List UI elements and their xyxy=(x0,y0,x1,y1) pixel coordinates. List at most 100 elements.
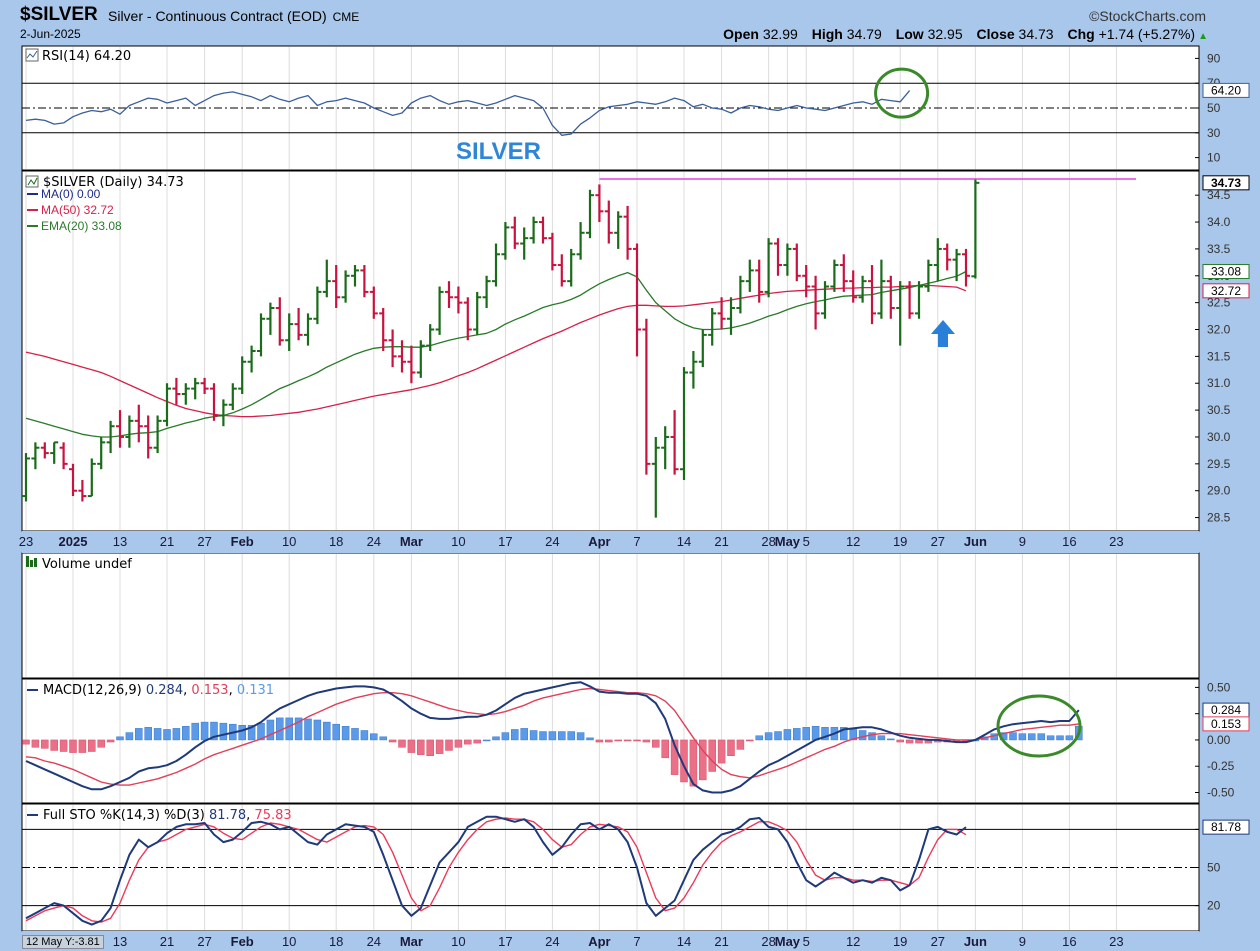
price-legend-icon-line xyxy=(27,177,38,186)
x-axis-band xyxy=(22,531,1199,553)
chg-label: Chg xyxy=(1067,26,1095,42)
symbol: $SILVER xyxy=(20,4,98,25)
x-tick-label: 23 xyxy=(1109,934,1123,949)
ohlc-bar xyxy=(755,259,764,303)
x-tick-label: 21 xyxy=(714,534,728,549)
macd-histogram-bar xyxy=(163,729,171,741)
macd-histogram-bar xyxy=(473,739,481,744)
ohlc-bar xyxy=(736,275,745,314)
ma-legend-1: MA(0) 0.00 xyxy=(41,187,101,201)
rsi-tick-label: 50 xyxy=(1207,101,1221,115)
ohlc-bar xyxy=(313,286,322,325)
price-tick-label: 34.0 xyxy=(1207,215,1231,229)
macd-histogram-bar xyxy=(22,739,30,745)
x-tick-label: 12 xyxy=(846,534,860,549)
ohlc-bar xyxy=(322,259,331,298)
x-tick-label: Mar xyxy=(400,934,423,949)
ohlc-bar xyxy=(238,356,247,394)
macd-tick-label: -0.25 xyxy=(1207,759,1235,773)
volume-icon xyxy=(26,556,29,567)
ohlc-bar xyxy=(78,479,87,502)
x-tick-label: 27 xyxy=(931,934,945,949)
macd-histogram-bar xyxy=(1046,735,1055,741)
ohlc-bar xyxy=(896,281,905,346)
volume-legend: Volume undef xyxy=(42,557,132,572)
x-tick-label: 13 xyxy=(113,534,127,549)
macd-hist-value: 0.131 xyxy=(237,683,274,698)
ohlc-bar xyxy=(858,275,867,303)
macd-histogram-bar xyxy=(78,739,87,753)
ohlc-bar xyxy=(595,184,604,223)
price-tick-label: 30.5 xyxy=(1207,403,1231,417)
ohlc-bar xyxy=(529,216,538,244)
macd-histogram-bar xyxy=(41,739,49,749)
x-axis-band-bottom xyxy=(22,931,1199,951)
ohlc-bar xyxy=(134,404,143,443)
macd-histogram-bar xyxy=(200,721,209,741)
high-value: 34.79 xyxy=(846,26,882,42)
price-tick-label: 31.5 xyxy=(1207,349,1231,363)
macd-histogram-bar xyxy=(323,721,331,741)
up-arrow-icon xyxy=(931,320,955,347)
ohlc-summary: Open 32.99 High 34.79 Low 32.95 Close 34… xyxy=(713,26,1208,42)
ohlc-bar xyxy=(764,238,773,298)
ohlc-bar xyxy=(915,281,923,319)
description-text: Silver - Continuous Contract (EOD) xyxy=(108,8,327,24)
x-tick-label: 10 xyxy=(451,934,465,949)
macd-histogram-bar xyxy=(435,739,444,754)
sto-tick-label: 20 xyxy=(1207,899,1221,913)
close-label: Close xyxy=(976,26,1015,42)
ohlc-bar xyxy=(962,248,970,287)
sto-tick-label: 50 xyxy=(1207,861,1221,875)
macd-histogram-bar xyxy=(417,739,425,755)
chart-date: 2-Jun-2025 xyxy=(20,27,81,41)
macd-histogram-bar xyxy=(670,739,679,775)
macd-histogram-bar xyxy=(106,739,115,743)
macd-histogram-bar xyxy=(614,739,622,742)
open-label: Open xyxy=(723,26,759,42)
brand-logo: ©StockCharts.com xyxy=(1089,8,1206,24)
ohlc-bar xyxy=(520,227,529,260)
rsi-highlight-circle xyxy=(874,67,930,119)
rsi-value-tag-label: 64.20 xyxy=(1211,83,1241,97)
ohlc-bar xyxy=(31,442,40,470)
x-tick-label: Feb xyxy=(231,934,254,949)
macd-line xyxy=(25,681,1080,794)
rsi-line xyxy=(25,90,911,136)
macd-histogram-bar xyxy=(783,729,792,741)
ohlc-bar xyxy=(416,340,425,378)
ohlc-bar xyxy=(22,453,30,502)
rsi-value-tag-box xyxy=(1202,82,1250,98)
ohlc-bar xyxy=(69,463,77,497)
macd-tick-label: -0.50 xyxy=(1207,785,1235,799)
ohlc-bar xyxy=(708,308,717,346)
x-tick-label: 24 xyxy=(367,934,381,949)
x-tick-label: 24 xyxy=(367,534,381,549)
ohlc-bar xyxy=(623,205,632,260)
x-tick-label: 9 xyxy=(1019,934,1026,949)
macd-histogram-bar xyxy=(1056,735,1064,741)
ohlc-bar xyxy=(153,415,162,454)
price-tick-label: 30.0 xyxy=(1207,430,1231,444)
macd-histogram-bar xyxy=(699,739,707,781)
macd-histogram-bar xyxy=(59,739,68,752)
macd-value: 0.284 xyxy=(146,683,183,698)
x-tick-label: 21 xyxy=(160,934,174,949)
macd-histogram-bar xyxy=(689,739,698,787)
panel-price xyxy=(21,170,1200,532)
close-value: 34.73 xyxy=(1018,26,1054,42)
x-tick-label: 14 xyxy=(677,934,691,949)
macd-histogram-bar xyxy=(774,731,782,741)
macd-histogram-bar xyxy=(793,728,801,741)
x-tick-label: 5 xyxy=(803,934,810,949)
price-tick-label: 34.5 xyxy=(1207,188,1231,202)
macd-histogram-bar xyxy=(88,739,96,752)
ema20-tag-box xyxy=(1202,263,1250,279)
ohlc-bar xyxy=(454,286,463,314)
macd-histogram-bar xyxy=(482,739,491,742)
macd-histogram-bar xyxy=(153,728,162,741)
description: Silver - Continuous Contract (EOD) CME xyxy=(108,8,359,24)
ohlc-bar xyxy=(586,189,594,239)
macd-histogram-bar xyxy=(511,729,519,741)
